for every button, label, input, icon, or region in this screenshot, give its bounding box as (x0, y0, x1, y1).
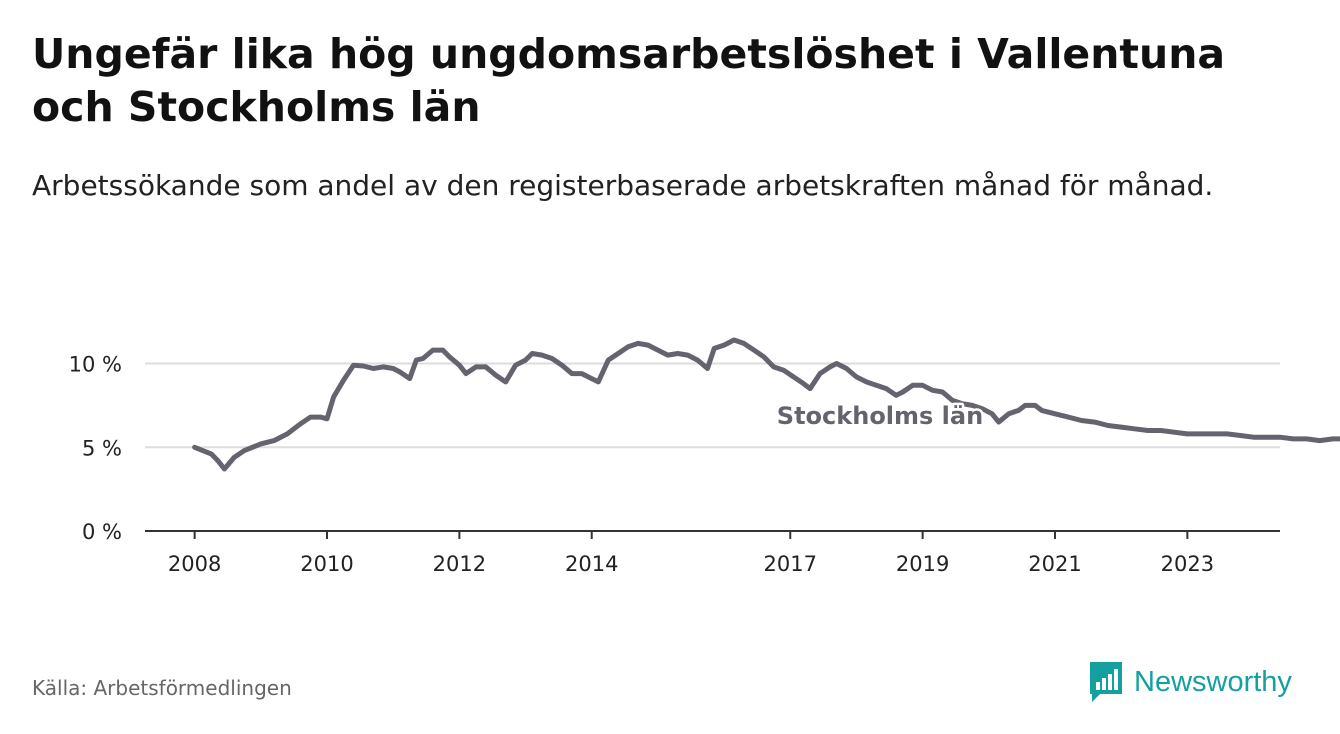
chart-title: Ungefär lika hög ungdomsarbetslöshet i V… (32, 30, 1226, 131)
x-tick-label: 2017 (764, 552, 817, 576)
x-tick-label: 2012 (433, 552, 486, 576)
source-note: Källa: Arbetsförmedlingen (32, 676, 292, 700)
y-tick-label: 10 % (69, 353, 122, 377)
x-tick-label: 2010 (300, 552, 353, 576)
x-tick-label: 2008 (168, 552, 221, 576)
x-tick-label: 2019 (896, 552, 949, 576)
series-line-stockholm (192, 337, 1340, 472)
brand-name: Newsworthy (1134, 665, 1292, 698)
x-tick-label: 2023 (1161, 552, 1214, 576)
x-axis: 2008 2010 2012 2014 2017 2019 2021 2023 (145, 530, 1280, 576)
y-tick-label: 0 % (82, 520, 122, 544)
chart-subtitle: Arbetssökande som andel av den registerb… (32, 169, 1214, 202)
y-tick-label: 5 % (82, 436, 122, 460)
brand-logo: Newsworthy (1088, 660, 1292, 704)
gridlines (145, 362, 1280, 449)
x-tick-label: 2014 (565, 552, 618, 576)
y-axis-tick-labels: 0 % 5 % 10 % (69, 353, 122, 545)
line-chart: 0 %5 %10 % 2008 2010 2012 2014 2017 2019 2021 2… (69, 337, 1340, 576)
series-lines (192, 337, 1340, 472)
series-label-stockholm: Stockholms län (777, 402, 983, 430)
series-labels: Stockholms län7 % (774, 400, 985, 433)
x-tick-label: 2021 (1028, 552, 1081, 576)
newsworthy-logo-icon (1090, 662, 1122, 702)
